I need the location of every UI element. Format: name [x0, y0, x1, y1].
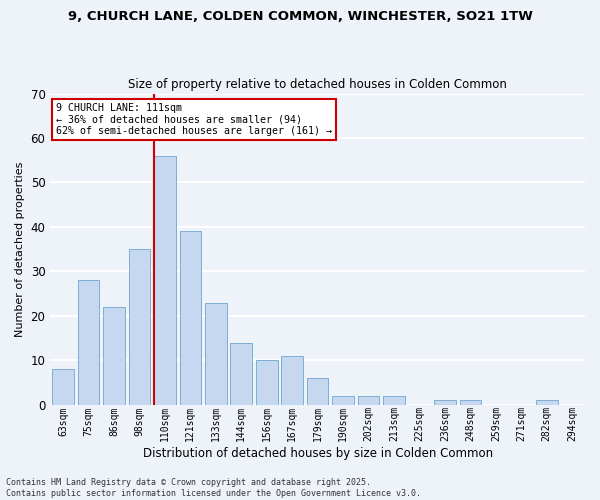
Bar — [103, 307, 125, 405]
Text: Contains HM Land Registry data © Crown copyright and database right 2025.
Contai: Contains HM Land Registry data © Crown c… — [6, 478, 421, 498]
Title: Size of property relative to detached houses in Colden Common: Size of property relative to detached ho… — [128, 78, 507, 91]
Bar — [128, 249, 150, 405]
Bar — [154, 156, 176, 405]
Bar — [460, 400, 481, 405]
Bar — [179, 232, 201, 405]
X-axis label: Distribution of detached houses by size in Colden Common: Distribution of detached houses by size … — [143, 447, 493, 460]
Bar — [434, 400, 456, 405]
Bar — [358, 396, 379, 405]
Text: 9 CHURCH LANE: 111sqm
← 36% of detached houses are smaller (94)
62% of semi-deta: 9 CHURCH LANE: 111sqm ← 36% of detached … — [56, 103, 332, 136]
Bar — [536, 400, 557, 405]
Bar — [256, 360, 278, 405]
Bar — [281, 356, 303, 405]
Y-axis label: Number of detached properties: Number of detached properties — [15, 162, 25, 337]
Text: 9, CHURCH LANE, COLDEN COMMON, WINCHESTER, SO21 1TW: 9, CHURCH LANE, COLDEN COMMON, WINCHESTE… — [68, 10, 532, 23]
Bar — [230, 342, 252, 405]
Bar — [77, 280, 100, 405]
Bar — [332, 396, 354, 405]
Bar — [383, 396, 405, 405]
Bar — [205, 302, 227, 405]
Bar — [307, 378, 328, 405]
Bar — [52, 369, 74, 405]
